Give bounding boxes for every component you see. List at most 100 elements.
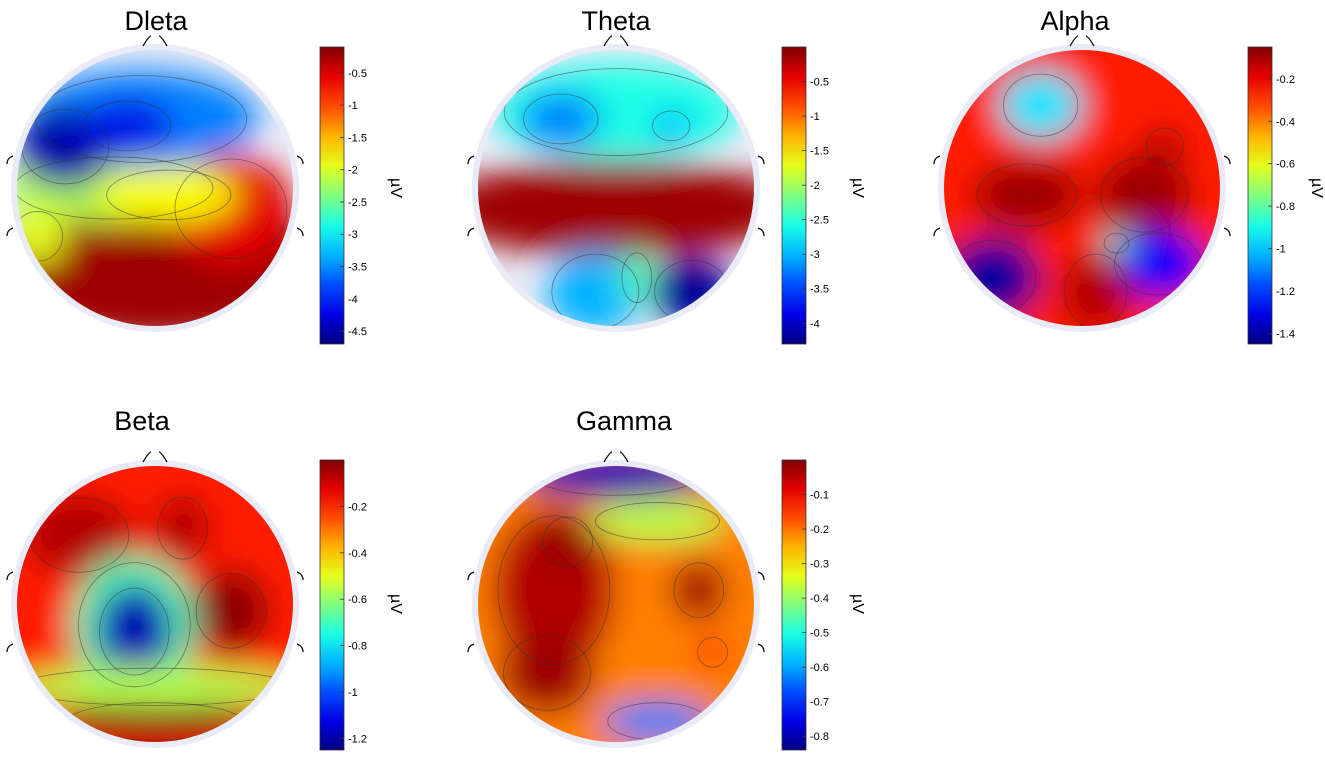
field-region (1109, 229, 1207, 299)
colorbar-tick-label: -3 (810, 249, 820, 261)
field-region (1061, 250, 1131, 326)
contour-line (174, 158, 288, 259)
colorbar-tick-label: -1 (810, 111, 820, 123)
colorbar-tick-label: -0.5 (348, 68, 367, 80)
panel-title-gamma: Gamma (575, 406, 673, 436)
contour-line (542, 516, 593, 568)
contour-line (1064, 253, 1128, 326)
colorbar-tick-label: -3.5 (348, 262, 367, 274)
colorbar-gradient (781, 46, 807, 345)
colorbar-tick-label: -1 (348, 687, 358, 699)
field-region (79, 98, 176, 154)
colorbar-tick-label: -0.2 (348, 501, 367, 513)
colorbar-unit-theta: µV (849, 178, 866, 198)
nose-icon (1069, 35, 1095, 47)
field-region (95, 583, 173, 680)
unit-label: µV (387, 178, 404, 198)
contour-line (652, 110, 691, 142)
unit-label: µV (849, 594, 866, 614)
contour-line (503, 635, 591, 711)
field-region (944, 236, 1041, 320)
panel-title-dleta: Dleta (124, 6, 188, 36)
contour-line (83, 100, 172, 152)
colorbar-tick-label: -3 (348, 229, 358, 241)
ear-icon (933, 155, 941, 237)
unit-label: µV (387, 594, 404, 614)
colorbar-beta: -0.2 -0.4 -0.6 -0.8 -1 -1.2 (319, 459, 367, 751)
ear-icon (296, 571, 304, 653)
ear-icon (757, 571, 765, 653)
colorbar-tick-label: -1.2 (1276, 286, 1295, 298)
field-region (620, 250, 654, 306)
contour-line (551, 253, 640, 326)
field-region (547, 250, 644, 326)
colorbar-tick-label: -0.6 (348, 594, 367, 606)
contour-line (1100, 157, 1188, 233)
field-region (650, 257, 734, 326)
contour-line (78, 562, 191, 688)
colorbar-tick-label: -1 (1276, 244, 1286, 256)
contour-line (195, 573, 267, 649)
nose-icon (142, 451, 168, 463)
colorbar-unit-beta: µV (387, 594, 404, 614)
colorbar-gradient (781, 459, 807, 751)
unit-label: µV (849, 178, 866, 198)
colorbar-tick-label: -0.2 (1276, 74, 1295, 86)
colorbar-gradient (1247, 46, 1273, 345)
scalp-map-theta (467, 35, 765, 332)
contour-line (976, 163, 1077, 227)
colorbar-tick-label: -1.2 (348, 733, 367, 745)
colorbar-tick-label: -4 (810, 318, 820, 330)
field-region (1095, 153, 1193, 237)
colorbar-unit-dleta: µV (387, 178, 404, 198)
colorbar-gradient (319, 459, 345, 751)
colorbar-tick-label: -0.2 (810, 524, 829, 536)
contour-line (621, 252, 653, 303)
colorbar-gradient (319, 46, 345, 345)
colorbar-tick-label: -0.8 (1276, 201, 1295, 213)
field-region (588, 500, 727, 542)
contour-line (673, 562, 725, 618)
scalp-map-beta (6, 451, 304, 748)
scalp-map-gamma (467, 451, 765, 748)
field-region (540, 514, 596, 570)
ear-icon (6, 155, 14, 237)
colorbar-tick-label: -2.5 (348, 197, 367, 209)
field-beta (17, 466, 293, 742)
colorbar-tick-label: -2 (348, 165, 358, 177)
contour-line (106, 169, 232, 221)
field-region (1144, 125, 1186, 168)
ear-icon (757, 155, 765, 237)
contour-line (1103, 232, 1130, 254)
ear-icon (6, 571, 14, 653)
contour-line (99, 587, 170, 676)
colorbar-tick-label: -4.5 (348, 326, 367, 338)
contour-line (157, 496, 208, 560)
colorbar-tick-label: -0.8 (348, 641, 367, 653)
field-region (58, 700, 252, 742)
colorbar-gamma: -0.1 -0.2 -0.3 -0.4 -0.5 -0.6 -0.7 -0.8 (781, 459, 829, 751)
contour-line (1145, 127, 1184, 166)
field-region (478, 160, 754, 257)
colorbar-tick-label: -0.4 (810, 593, 829, 605)
colorbar-theta: -0.5 -1 -1.5 -2 -2.5 -3 -3.5 -4 (781, 46, 829, 345)
colorbar-tick-label: -0.1 (810, 490, 829, 502)
colorbar-tick-label: -0.4 (1276, 116, 1295, 128)
nose-icon (603, 451, 629, 463)
colorbar-alpha: -0.2 -0.4 -0.6 -0.8 -1 -1.2 -1.4 (1247, 46, 1295, 345)
colorbar-tick-label: -1.5 (810, 146, 829, 158)
contour-line (503, 68, 729, 156)
ear-icon (467, 571, 475, 653)
panel-title-theta: Theta (581, 6, 651, 36)
nose-icon (603, 35, 629, 47)
panel-title-beta: Beta (114, 406, 170, 436)
field-alpha (944, 50, 1220, 326)
field-theta (478, 63, 754, 326)
field-region (1102, 232, 1131, 255)
colorbar-tick-label: -0.5 (810, 77, 829, 89)
scalp-map-alpha (933, 35, 1231, 332)
contour-line (497, 515, 611, 666)
colorbar-unit-gamma: µV (849, 594, 866, 614)
field-region (671, 559, 727, 621)
unit-label: µV (1308, 178, 1325, 198)
